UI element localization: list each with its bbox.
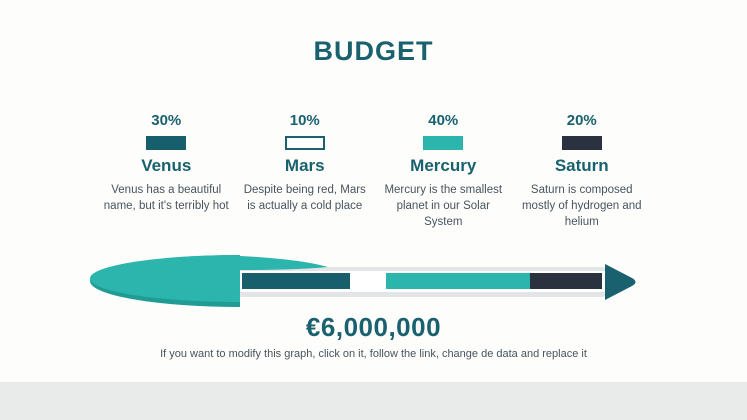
category-description: Mercury is the smallest planet in our So… [384,184,503,229]
category-description: Despite being red, Mars is actually a co… [243,184,366,213]
pen-segments [242,273,602,289]
percent-label: 20% [566,112,597,129]
category-name: Venus [141,156,192,175]
total-value: €6,000,000 [305,312,442,342]
pen-cap-clip [240,256,328,270]
percent-label: 10% [289,112,320,129]
pen-segment-mars [350,273,386,289]
color-swatch-mars [284,136,325,150]
pen-segment-saturn [530,273,602,289]
footnote-text: If you want to modify this graph, click … [160,348,587,360]
category-description: Saturn is composed mostly of hydrogen an… [521,184,642,229]
legend-item-mercury: 40% Mercury Mercury is the smallest plan… [374,112,513,230]
color-swatch-venus [146,136,187,150]
category-name: Mercury [410,156,477,175]
color-swatch-mercury [423,136,464,150]
pen-segment-venus [242,273,350,289]
legend-item-saturn: 20% Saturn Saturn is composed mostly of … [513,112,652,230]
pen-segment-mercury [386,273,530,289]
legend-row: 30% Venus Venus has a beautiful name, bu… [97,112,651,230]
percent-label: 40% [428,112,459,129]
page-title: BUDGET [313,36,434,66]
percent-label: 30% [151,112,182,129]
color-swatch-saturn [561,136,602,150]
pen-cap [90,255,240,302]
bottom-strip [0,382,747,420]
pen-tip [605,264,636,300]
legend-item-venus: 30% Venus Venus has a beautiful name, bu… [97,112,236,230]
legend-item-mars: 10% Mars Despite being red, Mars is actu… [236,112,375,230]
category-description: Venus has a beautiful name, but it's ter… [103,184,229,213]
pen-chart[interactable] [84,250,644,320]
category-name: Mars [284,156,325,175]
category-name: Saturn [554,156,609,175]
